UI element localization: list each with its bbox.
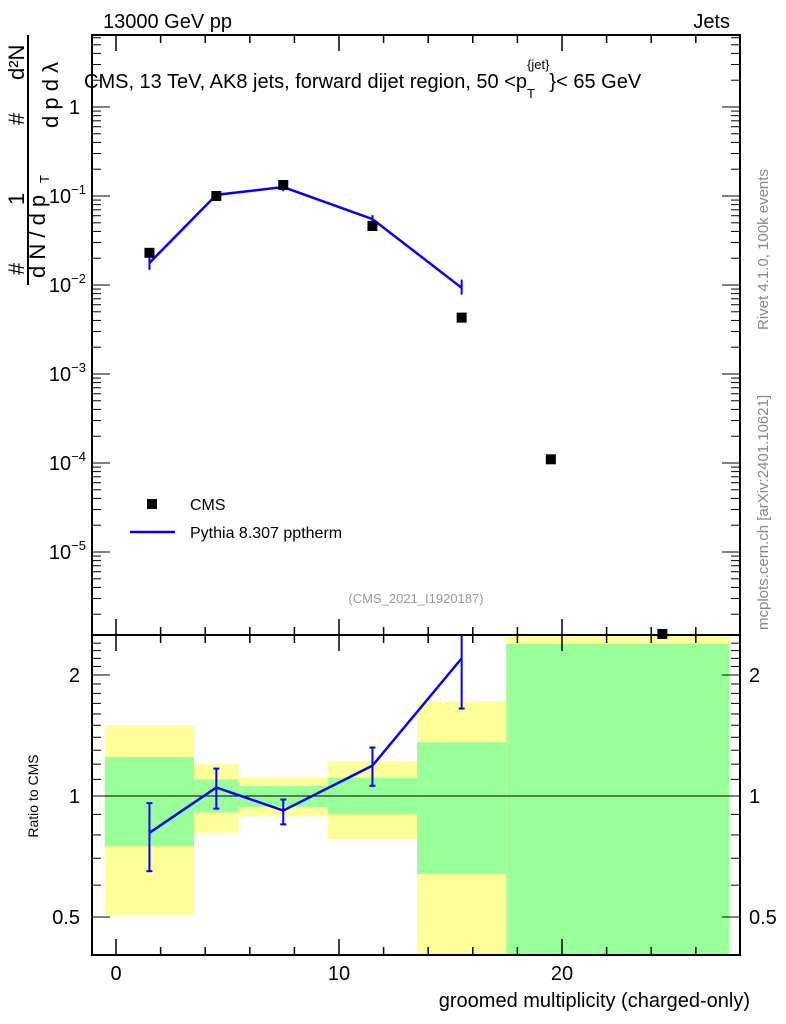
cms-data-point [456,312,467,323]
uncertainty-band-1sigma-5 [506,643,730,955]
x-axis-label: groomed multiplicity (charged-only) [439,990,750,1012]
ratio-y-tick-label-left: 0.5 [52,907,80,929]
x-tick-label: 0 [110,963,121,985]
legend-pythia-label: Pythia 8.307 pptherm [190,525,342,542]
ratio-y-tick-label-right: 2 [749,665,760,687]
y-axis-label: # 1 d N / d p T # d p d λ d²N [4,35,63,285]
cms-data-point [367,221,378,232]
main-plot-frame [91,34,741,636]
y-tick-label: 1 [69,97,80,119]
header-left: 13000 GeV pp [103,11,232,33]
ylabel-sub1: T [37,175,52,183]
y-tick-label: 10−1 [49,182,86,208]
uncertainty-band-1sigma-4 [417,742,507,874]
ratio-y-tick-label-right: 0.5 [749,907,777,929]
cms-data-point [211,191,222,201]
rivet-version: Rivet 4.1.0, 100k events [755,169,772,330]
ylabel-hash1: # [4,262,29,275]
y-tick-label: 10−3 [49,360,86,386]
ratio-ylabel: Ratio to CMS [25,754,41,837]
mcplots-credit: mcplots.cern.ch [arXiv:2401.10621] [755,395,772,630]
ratio-plot-frame [91,634,741,956]
x-tick-label: 20 [551,963,573,985]
cms-data-point [545,454,556,465]
cms-data-point [657,628,668,639]
y-tick-label: 10−4 [49,449,86,475]
watermark: (CMS_2021_I1920187) [348,591,483,606]
legend-cms-marker [147,499,157,509]
ylabel-den1: d N / d p [25,195,50,278]
ylabel-num2: d²N [4,45,29,80]
x-tick-label: 10 [328,963,350,985]
ratio-y-tick-label-right: 1 [749,786,760,808]
main-title: CMS, 13 TeV, AK8 jets, forward dijet reg… [84,57,642,101]
ratio-y-tick-label-left: 1 [69,786,80,808]
header-right: Jets [693,11,730,33]
ylabel-den2: d p d λ [38,62,63,128]
ratio-y-tick-label-left: 2 [69,665,80,687]
ylabel-hash2: # [4,112,29,125]
cms-data-point [144,247,155,258]
legend-cms-label: CMS [190,497,226,514]
legend: CMS Pythia 8.307 pptherm [130,497,342,542]
ylabel-one: 1 [4,193,29,205]
pythia-line [148,185,463,289]
y-tick-label: 10−5 [49,538,86,564]
cms-data-point [278,179,289,190]
y-tick-label: 10−2 [49,271,86,297]
